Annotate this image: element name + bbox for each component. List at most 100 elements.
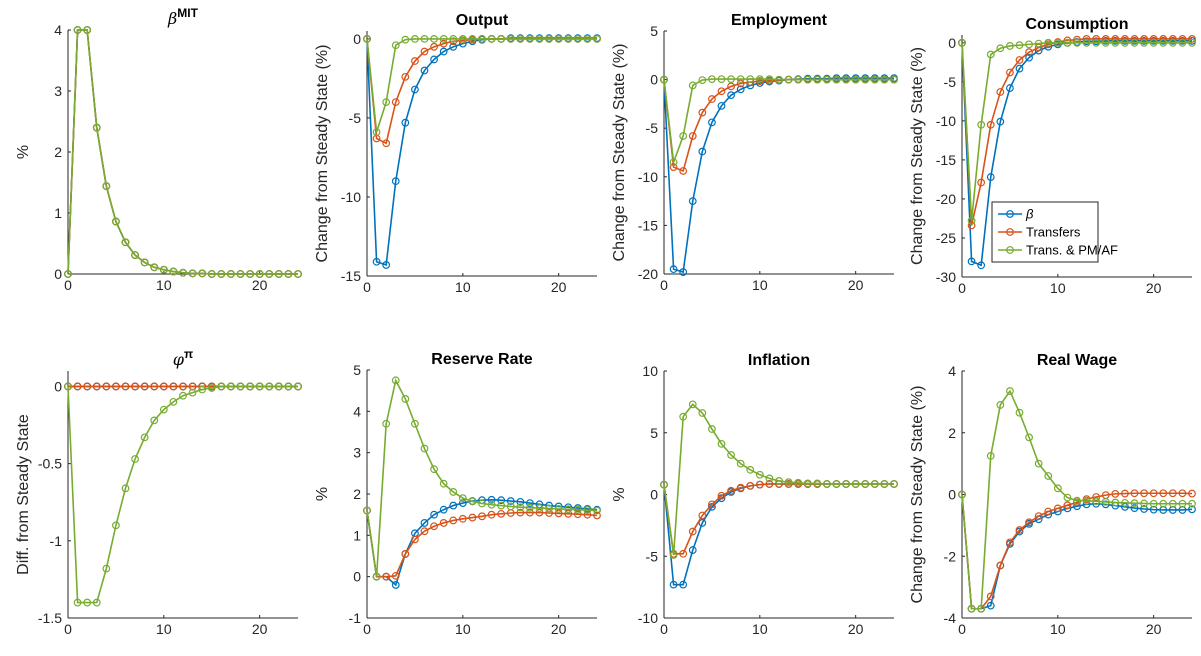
series-point-2 xyxy=(1178,489,1187,498)
series-point-1 xyxy=(449,42,458,51)
series-point-2 xyxy=(698,511,707,520)
series-point-3 xyxy=(506,35,515,43)
series-point-3 xyxy=(372,128,381,137)
subplot-8: -4 -2 0 2 4 0 10 20 Real Wage Change from Steady … xyxy=(909,352,1196,637)
legend-marker-3 xyxy=(1006,246,1014,254)
y-axis-label: Change from Steady State (%) xyxy=(314,45,331,263)
series-point-3 xyxy=(92,598,101,607)
series-point-3 xyxy=(832,75,841,84)
subplot-title: βMIT xyxy=(167,6,199,28)
series-point-3 xyxy=(140,433,149,442)
series-point-3 xyxy=(284,270,293,278)
series-point-3 xyxy=(265,270,274,278)
series-point-1 xyxy=(727,91,735,100)
series-point-2 xyxy=(468,513,477,522)
series-point-2 xyxy=(977,178,986,187)
series-point-1 xyxy=(1101,500,1110,509)
series-point-3 xyxy=(861,480,870,488)
series-point-3 xyxy=(246,382,254,391)
series-point-2 xyxy=(430,42,438,51)
series-point-3 xyxy=(1188,499,1196,508)
series-point-1 xyxy=(411,85,419,94)
subplot-title: Employment xyxy=(731,12,828,29)
series-point-3 xyxy=(554,35,563,43)
series-point-1 xyxy=(430,510,438,519)
y-axis-label: Change from Steady State (%) xyxy=(611,44,628,262)
y-axis-label: Change from Steady State (%) xyxy=(909,386,926,604)
series-point-1 xyxy=(977,261,986,270)
series-point-2 xyxy=(717,491,726,500)
x-tick-label: 20 xyxy=(1146,280,1162,296)
subplot-title: Output xyxy=(456,12,509,29)
series-point-1 xyxy=(986,173,995,181)
y-tick-label: 0 xyxy=(650,487,658,503)
x-tick-label: 20 xyxy=(551,279,567,295)
series-point-3 xyxy=(535,504,544,512)
series-point-1 xyxy=(391,581,400,589)
y-tick-label: -10 xyxy=(638,169,658,185)
series-point-3 xyxy=(1015,41,1024,50)
series-point-1 xyxy=(430,55,438,64)
y-tick-label: 0 xyxy=(650,72,658,88)
series-point-3 xyxy=(1149,499,1158,508)
y-tick-label: -10 xyxy=(638,610,658,626)
series-point-3 xyxy=(401,395,410,403)
series-point-2 xyxy=(497,509,506,518)
title-symbol: φ xyxy=(173,350,185,369)
series-point-1 xyxy=(439,505,448,514)
series-point-2 xyxy=(391,98,400,107)
series-point-3 xyxy=(1073,496,1081,505)
series-point-3 xyxy=(497,35,506,43)
series-point-3 xyxy=(890,480,898,488)
series-point-3 xyxy=(1006,387,1014,395)
series-point-3 xyxy=(188,269,197,278)
series-point-1 xyxy=(526,499,534,507)
series-point-2 xyxy=(554,509,563,518)
y-tick-label: 4 xyxy=(948,363,956,379)
series-point-3 xyxy=(430,465,438,474)
x-tick-label: 20 xyxy=(252,621,268,637)
series-point-2 xyxy=(1168,489,1177,498)
legend-marker-1 xyxy=(1006,210,1014,218)
legend-label-3: Trans. & PM/AF xyxy=(1026,243,1118,258)
y-tick-label: 0 xyxy=(353,569,361,585)
series-point-2 xyxy=(1063,36,1072,45)
series-point-3 xyxy=(150,263,159,272)
series-point-2 xyxy=(439,519,448,527)
series-point-3 xyxy=(420,35,429,43)
series-point-2 xyxy=(736,483,745,492)
series-point-2 xyxy=(458,514,467,523)
y-tick-label: -15 xyxy=(341,268,361,284)
x-tick-label: 10 xyxy=(455,621,471,637)
series-point-3 xyxy=(246,270,254,278)
series-point-2 xyxy=(698,108,707,117)
series-point-2 xyxy=(967,221,976,230)
series-point-2 xyxy=(179,382,187,391)
series-point-3 xyxy=(487,500,496,509)
series-point-2 xyxy=(717,87,726,96)
series-point-3 xyxy=(526,35,534,43)
series-point-3 xyxy=(851,75,860,84)
series-point-3 xyxy=(794,75,803,84)
series-point-1 xyxy=(1149,505,1158,514)
series-point-3 xyxy=(564,505,573,514)
series-point-3 xyxy=(420,444,429,453)
series-point-3 xyxy=(487,35,496,43)
series-point-3 xyxy=(708,75,716,84)
series-point-3 xyxy=(64,382,72,391)
series-point-3 xyxy=(564,35,573,43)
series-point-3 xyxy=(1006,42,1014,50)
series-point-2 xyxy=(736,79,745,88)
series-point-2 xyxy=(679,167,688,175)
series-point-3 xyxy=(803,75,812,84)
x-tick-label: 10 xyxy=(156,277,172,293)
series-point-3 xyxy=(140,258,149,267)
y-tick-label: -2 xyxy=(944,548,957,564)
subplot-2: -15 -10 -5 0 0 10 20 Output Change from Steady S… xyxy=(314,12,601,295)
series-line-1 xyxy=(961,494,1193,610)
series-point-2 xyxy=(83,382,92,391)
series-point-3 xyxy=(131,251,139,259)
series-point-3 xyxy=(382,419,391,428)
series-point-2 xyxy=(391,571,400,580)
subplot-5: -1.5 -1 -0.5 0 0 10 20 φπ Diff. from Steady Stat… xyxy=(15,347,302,637)
